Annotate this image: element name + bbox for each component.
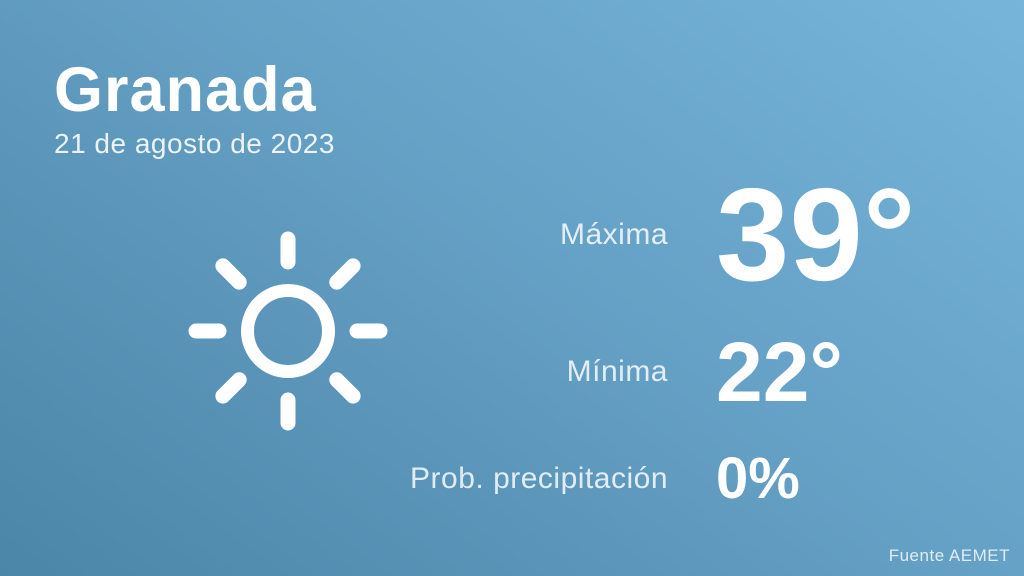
precipitation-value: 0% <box>716 446 800 511</box>
location-header: Granada 21 de agosto de 2023 <box>54 56 335 160</box>
max-temp-value: 39° <box>716 161 916 308</box>
sun-icon <box>188 231 388 431</box>
source-attribution: Fuente AEMET <box>888 546 1010 565</box>
stat-row-max: Máxima 39° <box>400 165 990 305</box>
stat-row-precipitation: Prob. precipitación 0% <box>400 439 990 519</box>
min-temp-value: 22° <box>716 325 844 419</box>
min-temp-label: Mínima <box>566 355 668 388</box>
precipitation-label: Prob. precipitación <box>410 462 668 495</box>
page-title: Granada <box>54 55 317 125</box>
date-label: 21 de agosto de 2023 <box>54 128 335 160</box>
stat-row-min: Mínima 22° <box>400 317 990 427</box>
weather-stats: Máxima 39° Mínima 22° Prob. precipitació… <box>400 0 990 576</box>
max-temp-label: Máxima <box>559 218 668 251</box>
